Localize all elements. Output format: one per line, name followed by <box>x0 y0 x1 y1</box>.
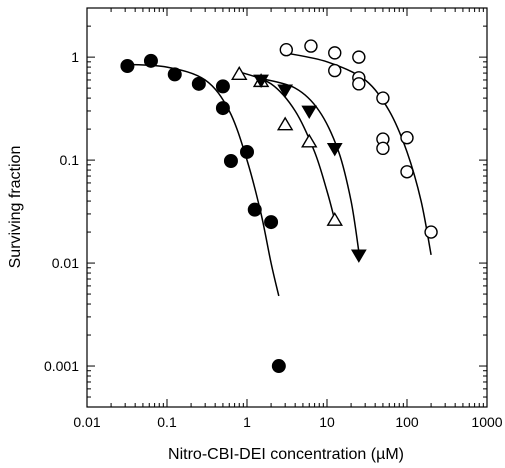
axis-ticks <box>86 8 488 407</box>
fit-curve <box>125 63 280 297</box>
x-tick-label: 1 <box>243 414 251 430</box>
x-tick-label: 10 <box>319 414 335 430</box>
filled-triangle-point <box>326 142 343 157</box>
open-circle-point <box>352 50 366 64</box>
y-tick-label: 0.01 <box>52 255 79 271</box>
filled-circle-point <box>240 144 254 159</box>
open-circle-point <box>279 43 294 57</box>
tick-labels: 0.01 0.1 1 10 100 1000 0.001 0.01 0.1 1 <box>44 49 503 430</box>
open-circle-point <box>328 63 342 78</box>
open-circle-point <box>400 165 414 179</box>
y-tick-label: 0.001 <box>44 358 79 374</box>
filled-triangle-point <box>253 74 269 88</box>
open-circle-point <box>328 46 342 60</box>
open-triangle-point <box>276 116 294 131</box>
open-circle-point <box>376 91 390 105</box>
filled-triangle-point <box>350 249 367 263</box>
fit-curve <box>238 71 336 221</box>
filled-circle-point <box>143 53 158 68</box>
x-tick-label: 0.01 <box>73 414 100 430</box>
y-tick-label: 0.1 <box>60 152 80 168</box>
x-tick-label: 100 <box>395 414 419 430</box>
fit-curve <box>260 77 360 252</box>
filled-circle-point <box>215 101 230 116</box>
open-circle-point <box>352 77 366 91</box>
plot-frame <box>86 7 488 408</box>
filled-circle-point <box>247 202 262 217</box>
open-circle-point <box>376 141 390 156</box>
filled-circle-point <box>167 67 182 82</box>
open-triangle-point <box>231 65 248 80</box>
filled-circle-point <box>223 153 238 168</box>
x-axis-label: Nitro-CBI-DEI concentration (µM) <box>168 446 404 463</box>
filled-circle-point <box>191 76 206 91</box>
filled-circle-point <box>215 79 230 94</box>
open-triangle-point <box>326 211 343 226</box>
fit-curves <box>125 52 432 297</box>
fit-curve <box>285 52 432 256</box>
open-circle-point <box>424 225 438 239</box>
y-tick-label: 1 <box>71 49 79 65</box>
y-axis-label: Surviving fraction <box>7 146 24 269</box>
filled-circle-point <box>120 59 135 74</box>
filled-circle-point <box>264 215 279 230</box>
data-points <box>120 39 438 374</box>
x-tick-label: 0.1 <box>157 414 177 430</box>
x-tick-label: 1000 <box>471 414 502 430</box>
plot-area <box>86 7 488 408</box>
open-triangle-point <box>301 133 318 148</box>
filled-circle-point <box>271 359 286 374</box>
open-circle-point <box>304 39 318 53</box>
open-circle-point <box>400 130 414 145</box>
filled-triangle-point <box>277 84 294 98</box>
filled-triangle-point <box>301 105 318 119</box>
